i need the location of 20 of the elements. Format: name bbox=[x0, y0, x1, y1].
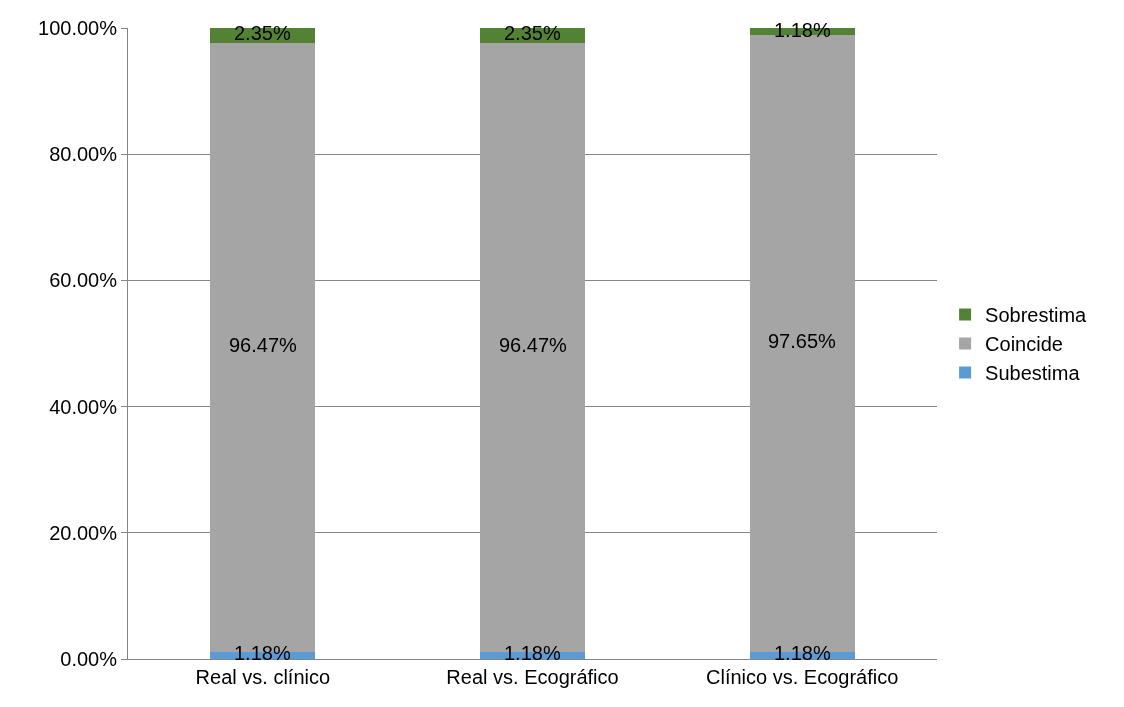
y-tick-label: 80.00% bbox=[49, 143, 118, 166]
data-label: 96.47% bbox=[229, 334, 298, 356]
y-tick-label: 20.00% bbox=[49, 521, 118, 544]
data-label: 1.18% bbox=[774, 642, 831, 664]
x-tick-label: Clínico vs. Ecográfico bbox=[706, 666, 899, 688]
data-label: 1.18% bbox=[234, 642, 291, 664]
legend-label: Coincide bbox=[985, 333, 1063, 356]
x-tick-label: Real vs. Ecográfico bbox=[446, 666, 619, 688]
data-label: 2.35% bbox=[504, 22, 561, 44]
legend-label: Sobrestima bbox=[985, 304, 1088, 327]
data-label: 2.35% bbox=[234, 22, 291, 44]
data-label: 1.18% bbox=[504, 642, 561, 664]
x-tick-label: Real vs. clínico bbox=[195, 666, 331, 688]
y-tick-label: 60.00% bbox=[49, 269, 118, 292]
data-label: 96.47% bbox=[499, 334, 568, 356]
y-tick-label: 0.00% bbox=[60, 648, 118, 670]
legend-label: Subestima bbox=[985, 362, 1081, 385]
y-tick-label: 100.00% bbox=[38, 17, 118, 39]
data-label: 97.65% bbox=[768, 330, 837, 352]
y-tick-label: 40.00% bbox=[49, 395, 118, 418]
